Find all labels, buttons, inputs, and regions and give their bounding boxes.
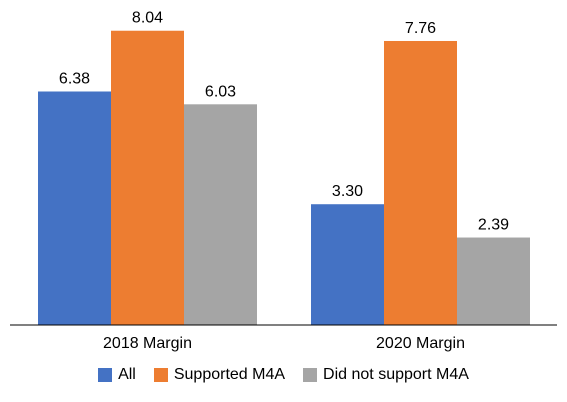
legend-label-2: Did not support M4A	[323, 366, 469, 383]
bar-1-1	[384, 40, 457, 325]
legend-swatch-2	[303, 368, 318, 382]
legend-item-2: Did not support M4A	[303, 366, 469, 384]
data-label-0-2: 6.03	[205, 83, 236, 100]
bars-group	[38, 30, 530, 326]
data-label-1-0: 3.30	[332, 183, 363, 200]
data-label-1-1: 7.76	[405, 20, 436, 37]
legend-label-0: All	[118, 366, 136, 383]
data-label-0-0: 6.38	[59, 70, 90, 87]
legend-swatch-0	[98, 368, 113, 382]
bar-1-2	[457, 237, 530, 325]
legend-item-1: Supported M4A	[153, 366, 286, 384]
legend-swatch-1	[153, 368, 168, 382]
value-labels-group: 6.38 8.04 6.03 3.30 7.76 2.39	[59, 10, 509, 234]
data-label-1-2: 2.39	[478, 217, 509, 234]
legend-item-0: All	[98, 366, 136, 384]
category-labels-group: 2018 Margin 2020 Margin	[103, 335, 465, 352]
bar-0-1	[111, 30, 184, 326]
category-label-1: 2020 Margin	[376, 335, 465, 352]
data-label-0-1: 8.04	[132, 10, 163, 27]
bar-1-0	[311, 204, 384, 325]
bar-0-0	[38, 91, 111, 325]
bar-0-2	[184, 104, 257, 325]
legend: All Supported M4A Did not support M4A	[0, 366, 567, 384]
category-label-0: 2018 Margin	[103, 335, 192, 352]
legend-label-1: Supported M4A	[173, 366, 286, 383]
